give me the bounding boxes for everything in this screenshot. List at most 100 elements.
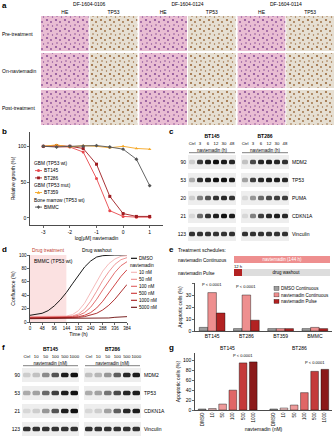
svg-text:Ctrl: Ctrl (85, 354, 92, 359)
svg-text:50: 50 (43, 354, 48, 359)
svg-text:500: 500 (312, 412, 317, 420)
svg-text:384: 384 (123, 326, 131, 331)
svg-text:BMMC (TP53 wt): BMMC (TP53 wt) (34, 258, 73, 264)
svg-text:20: 20 (21, 306, 27, 311)
svg-text:10: 10 (34, 354, 39, 359)
svg-text:80: 80 (186, 367, 192, 373)
svg-text:navtemadin (nM): navtemadin (nM) (34, 361, 68, 366)
svg-text:0: 0 (122, 229, 125, 235)
svg-text:DMSO: DMSO (271, 412, 276, 426)
svg-text:5000 nM: 5000 nM (139, 305, 157, 310)
svg-text:500 nM: 500 nM (139, 291, 154, 296)
svg-text:100: 100 (183, 357, 192, 363)
svg-text:GBM (TP53 wt): GBM (TP53 wt) (34, 161, 67, 166)
svg-text:a: a (2, 1, 7, 10)
svg-text:navtemadin (h): navtemadin (h) (197, 148, 228, 153)
svg-text:60: 60 (21, 279, 27, 284)
svg-text:d: d (2, 245, 7, 254)
svg-text:100 nM: 100 nM (139, 284, 154, 289)
svg-text:1000 nM: 1000 nM (139, 298, 157, 303)
svg-text:0: 0 (24, 320, 27, 325)
svg-text:navtemadin (nM): navtemadin (nM) (96, 361, 130, 366)
svg-text:0: 0 (189, 328, 192, 334)
svg-text:TP53: TP53 (108, 9, 120, 15)
svg-text:100: 100 (230, 412, 235, 420)
svg-text:BT145: BT145 (204, 133, 219, 139)
svg-text:CDKN1A: CDKN1A (144, 408, 165, 414)
svg-text:BT145: BT145 (220, 345, 235, 351)
svg-text:10: 10 (210, 412, 215, 418)
svg-text:MDM2: MDM2 (144, 372, 159, 378)
svg-text:6: 6 (260, 141, 263, 146)
svg-text:Vinculin: Vinculin (144, 426, 162, 432)
svg-text:10: 10 (281, 412, 286, 418)
svg-text:P < 0.0001: P < 0.0001 (305, 360, 325, 365)
svg-text:Drug treatment: Drug treatment (32, 248, 65, 253)
svg-text:HE: HE (61, 9, 69, 15)
svg-text:Ctrl: Ctrl (23, 354, 30, 359)
svg-text:0: 0 (24, 215, 27, 221)
svg-text:BMMC: BMMC (44, 205, 59, 210)
svg-text:DF-1604-0114: DF-1604-0114 (270, 1, 302, 7)
svg-text:12 h: 12 h (234, 264, 243, 269)
svg-text:40: 40 (186, 387, 192, 393)
svg-text:BT145: BT145 (43, 346, 58, 352)
svg-text:53: 53 (14, 390, 20, 396)
svg-text:Relative growth (%): Relative growth (%) (10, 156, 16, 200)
svg-text:1000: 1000 (322, 412, 327, 423)
svg-text:DMSO Continuous: DMSO Continuous (281, 286, 319, 291)
svg-text:log[μM] navtemadin: log[μM] navtemadin (75, 235, 119, 241)
svg-text:336: 336 (111, 326, 119, 331)
svg-text:navtemadin Continuous: navtemadin Continuous (281, 293, 329, 298)
svg-text:TP53: TP53 (144, 390, 156, 396)
svg-text:BT359: BT359 (44, 190, 58, 195)
svg-text:144: 144 (63, 326, 71, 331)
svg-text:100: 100 (19, 253, 27, 258)
svg-text:500: 500 (123, 354, 131, 359)
svg-text:DMSO: DMSO (200, 412, 205, 426)
svg-text:b: b (2, 127, 7, 136)
svg-text:0: 0 (189, 407, 192, 413)
svg-text:123: 123 (178, 231, 187, 237)
svg-text:80: 80 (21, 266, 27, 271)
svg-text:HE: HE (160, 9, 168, 15)
svg-text:navtemadin (h): navtemadin (h) (250, 148, 281, 153)
svg-text:f: f (2, 343, 5, 352)
svg-text:P < 0.0001: P < 0.0001 (236, 284, 256, 289)
svg-text:TP53: TP53 (304, 9, 316, 15)
svg-text:1000: 1000 (131, 354, 141, 359)
svg-text:Post-treatment: Post-treatment (2, 105, 35, 111)
svg-text:100: 100 (18, 143, 27, 149)
svg-text:21: 21 (14, 408, 20, 414)
svg-text:P < 0.0001: P < 0.0001 (233, 353, 253, 358)
svg-text:HE: HE (258, 9, 266, 15)
svg-text:1000: 1000 (69, 354, 79, 359)
svg-text:-3: -3 (41, 229, 46, 235)
svg-text:BT286: BT286 (257, 133, 272, 139)
svg-text:48: 48 (283, 141, 288, 146)
svg-text:30: 30 (222, 141, 227, 146)
svg-text:Treatment schedules:: Treatment schedules: (178, 247, 226, 253)
svg-text:e: e (169, 245, 174, 254)
svg-text:-2: -2 (68, 229, 73, 235)
svg-text:CDKN1A: CDKN1A (292, 213, 313, 219)
svg-text:BT359: BT359 (273, 333, 288, 339)
svg-text:navtemadin: navtemadin (130, 263, 154, 268)
svg-text:3: 3 (199, 141, 202, 146)
svg-text:500: 500 (61, 354, 69, 359)
svg-text:BT286: BT286 (292, 345, 307, 351)
svg-text:10: 10 (96, 354, 101, 359)
svg-text:Apoptotic cells (%): Apoptotic cells (%) (175, 360, 181, 402)
svg-text:50: 50 (292, 412, 297, 418)
svg-text:Ctrl: Ctrl (242, 141, 249, 146)
svg-text:500: 500 (241, 412, 246, 420)
svg-text:navtemadin Continuous: navtemadin Continuous (178, 258, 227, 263)
svg-text:20: 20 (186, 397, 192, 403)
svg-text:96: 96 (52, 326, 58, 331)
svg-text:240: 240 (87, 326, 95, 331)
svg-text:Bone marrow (TP53 wt): Bone marrow (TP53 wt) (34, 198, 85, 203)
svg-text:navtemadin (nM): navtemadin (nM) (245, 426, 283, 432)
svg-text:48: 48 (40, 326, 46, 331)
svg-text:On-navtemadin: On-navtemadin (2, 68, 36, 74)
svg-text:DF-1604-0124: DF-1604-0124 (171, 1, 203, 7)
